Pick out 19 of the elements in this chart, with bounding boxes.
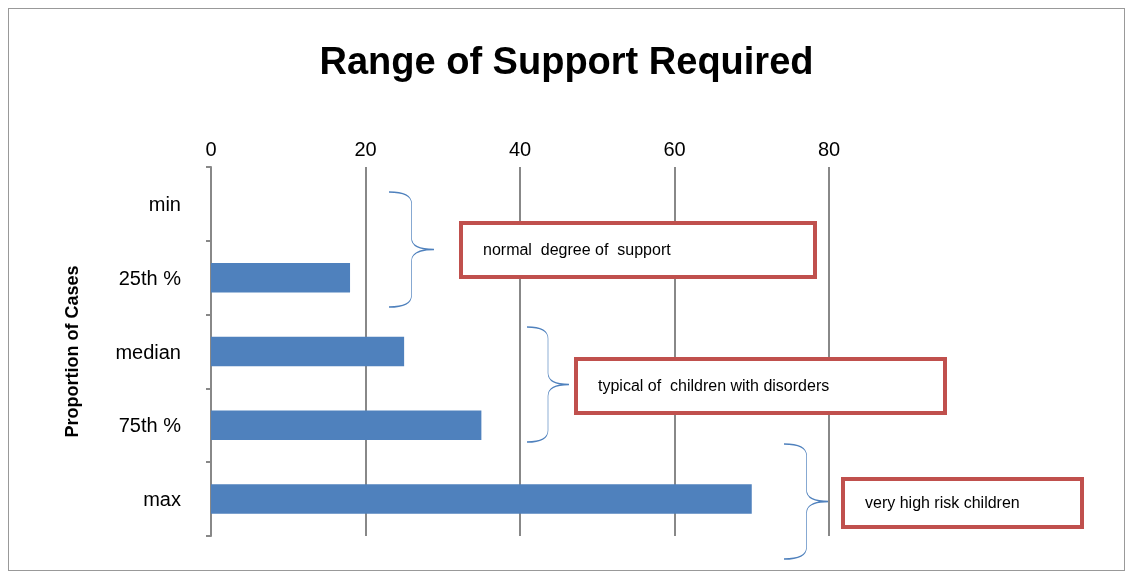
x-tick-label: 40 [508,138,532,160]
text-box: typical of children with disorders [574,357,947,415]
x-tick-label: 0 [205,138,217,160]
chart-title: Range of Support Required [319,40,814,82]
text-box: normal degree of support [459,221,817,279]
x-tick-label: 80 [817,138,841,160]
x-tick-label: 20 [354,138,377,160]
text-box: very high risk children [841,477,1084,529]
bar [211,262,351,293]
y-axis-title: Proportion of Cases [62,265,82,438]
bar [211,410,482,441]
y-tick-label: min [148,192,181,215]
y-tick-label: max [143,488,181,511]
y-tick-label: median [115,340,181,363]
y-tick-label: 75th % [118,414,182,437]
bar [211,484,752,514]
y-tick-label: 25th % [118,266,182,289]
bar [211,336,405,367]
x-tick-label: 60 [663,138,686,160]
